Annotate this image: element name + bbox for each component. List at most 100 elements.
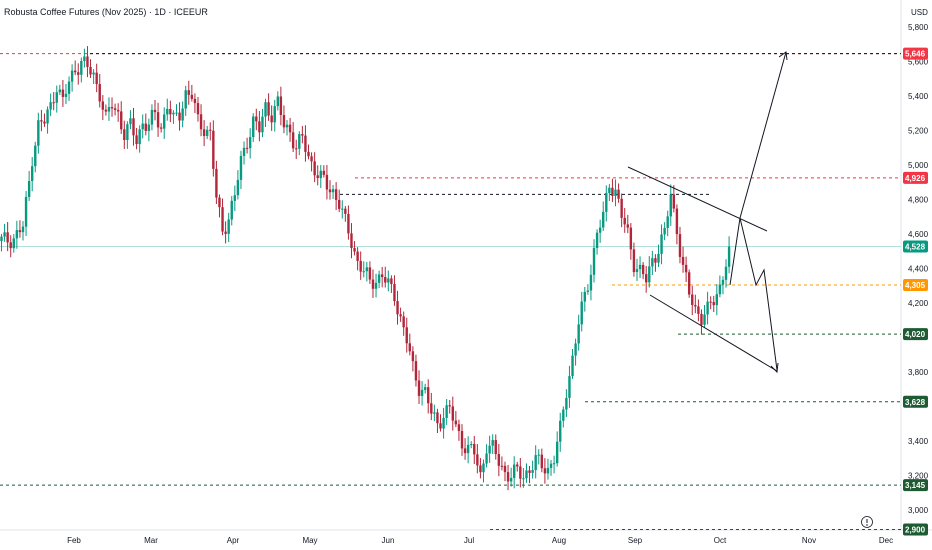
candle-body [31, 166, 34, 181]
candle-body [427, 387, 430, 404]
candle-body [156, 112, 160, 128]
candle-body [506, 472, 510, 482]
candle-body [485, 453, 488, 464]
candle-body [605, 192, 608, 212]
reset-chart-icon[interactable] [861, 516, 873, 528]
candle-body [586, 290, 590, 292]
candle-body [380, 274, 384, 278]
candle-body [466, 444, 470, 454]
candle-body [304, 135, 307, 152]
candle-body [423, 387, 427, 390]
x-tick-label: Mar [144, 536, 158, 545]
candle-body [727, 246, 731, 267]
price-axis[interactable]: 5,800 5,600 5,400 5,200 5,000 4,800 4,600 4,400… [908, 23, 929, 515]
candle-body [113, 108, 117, 110]
candle-body [313, 161, 316, 176]
channel-upper-line[interactable] [627, 166, 768, 232]
candle-body [568, 376, 571, 398]
candle-body [319, 170, 322, 179]
chart-title: Robusta Coffee Futures (Nov 2025) · 1D ·… [4, 7, 208, 17]
candle-body [503, 465, 507, 473]
candle-body [350, 233, 353, 249]
candle-body [552, 463, 556, 465]
candle-body [199, 114, 203, 130]
candle-body [488, 445, 491, 454]
candle-body [706, 301, 709, 315]
channel-lower-line[interactable] [649, 294, 778, 372]
y-tick-label: 4,200 [908, 299, 929, 308]
price-badge [903, 523, 928, 536]
candle-body [24, 196, 28, 227]
candle-body [617, 189, 620, 199]
candle-body [626, 224, 629, 228]
candle-body [261, 116, 264, 133]
candle-body [417, 380, 421, 396]
price-badge-label: 3,628 [905, 398, 926, 407]
y-tick-label: 3,200 [908, 472, 929, 481]
price-badge-label: 5,646 [905, 50, 926, 59]
candle-body [298, 134, 301, 149]
candle-body [549, 463, 553, 468]
candle-body [116, 109, 120, 112]
candle-body [602, 211, 605, 228]
projection-path[interactable] [729, 217, 778, 371]
candle-body [393, 283, 396, 302]
candle-body [264, 102, 267, 117]
candle-body [205, 129, 209, 136]
candle-body [184, 90, 187, 109]
candle-body [316, 175, 319, 179]
y-tick-label: 4,600 [908, 230, 929, 239]
candle-body [276, 96, 279, 107]
candle-body [86, 56, 89, 67]
candle-body [6, 232, 9, 243]
y-tick-label: 5,800 [908, 23, 929, 32]
price-badge [903, 328, 928, 341]
candle-body [301, 134, 304, 136]
breakout-arrow-line[interactable] [739, 51, 787, 219]
candle-body [460, 430, 464, 449]
candle-body [697, 306, 700, 314]
candle-body [522, 478, 525, 480]
candle-body [52, 102, 55, 104]
candle-body [559, 420, 562, 442]
candle-body [709, 301, 712, 303]
breakdown-arrow-head [770, 362, 779, 374]
candle-body [629, 227, 633, 250]
candle-body [147, 124, 151, 131]
candle-body [691, 294, 694, 306]
candle-body [77, 72, 80, 75]
candle-body [132, 118, 135, 136]
candle-body [384, 277, 387, 283]
candle-body [218, 197, 221, 208]
candle-body [439, 423, 442, 429]
candle-body [12, 238, 15, 249]
candle-body [577, 324, 580, 344]
candle-body [3, 232, 6, 237]
candle-body [230, 200, 233, 220]
candle-body [123, 129, 126, 141]
time-axis[interactable]: Feb Mar Apr May Jun Jul Aug Sep Oct Nov Dec [67, 536, 893, 545]
currency-label: USD [911, 8, 928, 17]
candle-body [377, 274, 381, 283]
candle-body [242, 147, 246, 156]
candle-body [347, 213, 350, 234]
candle-body [479, 465, 482, 473]
y-tick-label: 3,000 [908, 506, 929, 515]
candle-body [445, 405, 448, 418]
candle-body [101, 101, 105, 110]
y-tick-label: 5,200 [908, 127, 929, 136]
candle-body [252, 116, 255, 138]
candle-body [724, 266, 728, 280]
candle-body [129, 118, 132, 125]
candle-body [245, 147, 249, 149]
x-tick-label: May [302, 536, 317, 545]
candle-body [675, 208, 679, 235]
candle-body [248, 137, 252, 149]
candle-body [209, 129, 212, 131]
price-badge [903, 395, 928, 408]
price-badges: 5,646 4,926 4,528 4,305 4,020 3,628 3,145 2,900 [903, 47, 928, 536]
candle-body [70, 70, 74, 82]
candle-body [295, 148, 298, 150]
candle-body [687, 272, 691, 295]
